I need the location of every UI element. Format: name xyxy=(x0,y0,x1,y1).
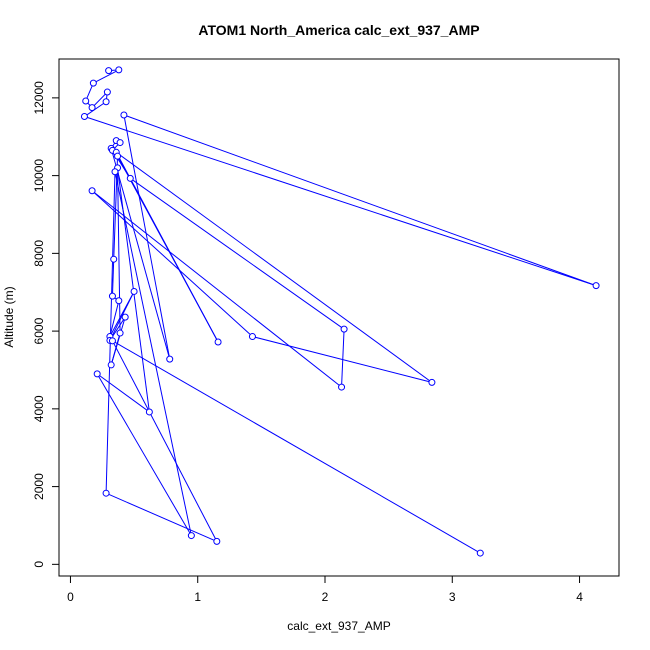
series-segment xyxy=(96,373,192,536)
data-point xyxy=(476,549,484,557)
series-segment xyxy=(112,340,481,554)
x-tick-label: 2 xyxy=(322,590,329,604)
data-point xyxy=(103,88,111,96)
series-segment xyxy=(91,190,253,337)
data-point xyxy=(88,187,96,195)
series-segment xyxy=(110,148,171,360)
y-tick-label: 6000 xyxy=(32,317,46,344)
plot-area xyxy=(58,58,620,577)
data-point xyxy=(116,139,124,147)
series-segment xyxy=(123,114,597,287)
data-point xyxy=(121,313,129,321)
series-segment xyxy=(112,340,218,542)
series-segment xyxy=(93,69,120,84)
series-segment xyxy=(115,151,433,383)
data-point xyxy=(111,168,119,176)
data-point xyxy=(88,104,96,112)
y-tick-label: 4000 xyxy=(32,395,46,422)
y-tick-label: 0 xyxy=(32,561,46,568)
series-segment xyxy=(105,492,218,542)
data-point xyxy=(214,338,222,346)
data-point xyxy=(592,282,600,290)
series-segment xyxy=(111,259,115,297)
series-segment xyxy=(84,101,107,117)
series-segment xyxy=(84,116,597,287)
series-segment xyxy=(110,332,121,366)
series-segment xyxy=(91,91,108,108)
y-axis-label: Altitude (m) xyxy=(2,286,16,347)
data-point xyxy=(80,113,88,121)
data-point xyxy=(213,537,221,545)
data-point xyxy=(108,292,116,300)
y-tick-label: 8000 xyxy=(32,240,46,267)
y-tick-label: 2000 xyxy=(32,473,46,500)
series-segment xyxy=(109,300,120,337)
data-point xyxy=(110,255,118,263)
series-segment xyxy=(105,171,116,494)
data-point xyxy=(340,325,348,333)
data-point xyxy=(107,361,115,369)
series-segment xyxy=(129,177,345,330)
data-point xyxy=(108,337,116,345)
data-point xyxy=(105,67,113,75)
data-point xyxy=(126,174,134,182)
data-point xyxy=(115,297,123,305)
data-point xyxy=(114,152,122,160)
data-point xyxy=(338,383,346,391)
data-point xyxy=(115,66,123,74)
series-segment xyxy=(341,329,345,388)
series-segment xyxy=(91,190,342,388)
x-tick-label: 4 xyxy=(576,590,583,604)
data-point xyxy=(102,98,110,106)
series-segment xyxy=(117,155,219,343)
series-layer xyxy=(80,66,600,557)
series-segment xyxy=(96,373,150,413)
data-point xyxy=(89,79,97,87)
x-tick-label: 1 xyxy=(194,590,201,604)
data-point xyxy=(102,489,110,497)
y-tick-label: 10000 xyxy=(32,159,46,193)
series-segment xyxy=(252,336,433,383)
x-axis-label: calc_ext_937_AMP xyxy=(287,619,390,633)
series-segment xyxy=(114,171,192,536)
data-point xyxy=(166,355,174,363)
data-point xyxy=(82,97,90,105)
y-tick-label: 12000 xyxy=(32,81,46,115)
data-point xyxy=(187,532,195,540)
data-point xyxy=(428,378,436,386)
series-segment xyxy=(117,167,121,334)
data-point xyxy=(93,370,101,378)
data-point xyxy=(145,408,153,416)
x-tick-label: 3 xyxy=(449,590,456,604)
chart-title: ATOM1 North_America calc_ext_937_AMP xyxy=(198,22,479,38)
series-segment xyxy=(123,114,171,360)
y-axis: 0 2000 4000 6000 8000 10000 12000 xyxy=(32,81,60,568)
x-tick-label: 0 xyxy=(67,590,74,604)
data-point xyxy=(248,333,256,341)
data-point xyxy=(120,111,128,119)
data-point xyxy=(116,329,124,337)
data-point xyxy=(130,287,138,295)
x-axis: 0 1 2 3 4 xyxy=(67,575,583,604)
